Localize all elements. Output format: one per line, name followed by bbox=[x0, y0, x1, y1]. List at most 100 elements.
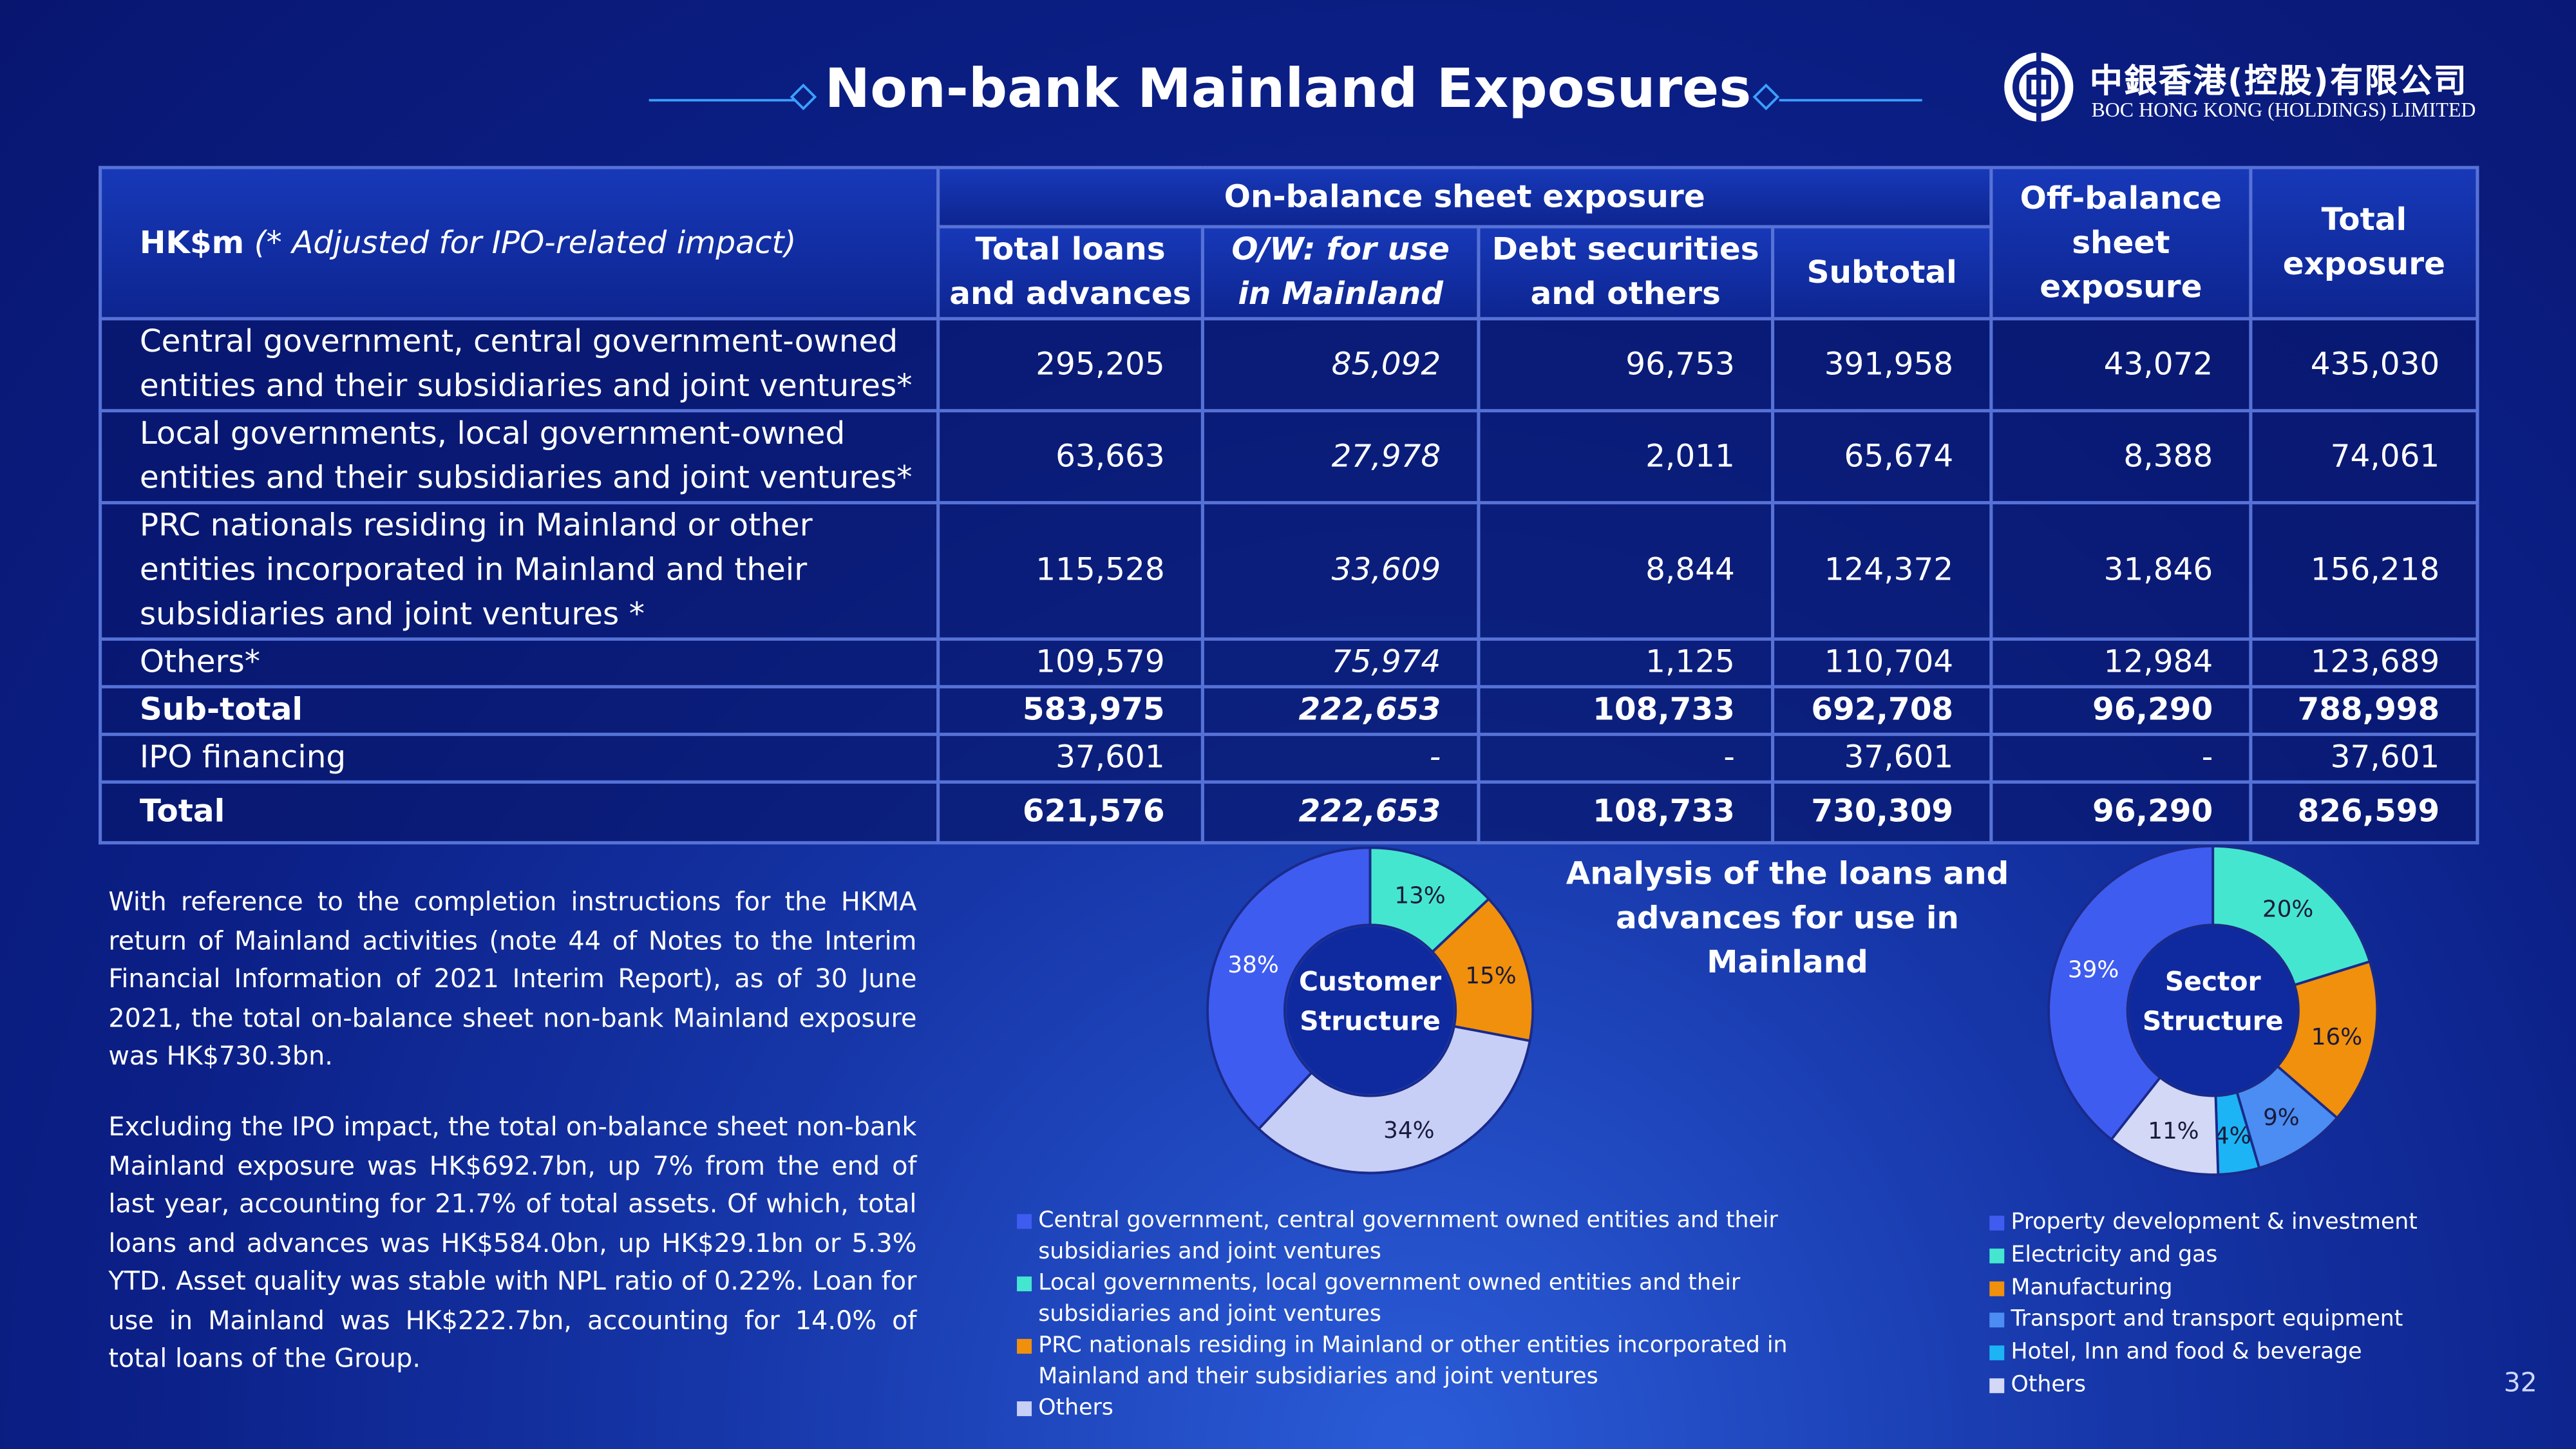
paragraph: Excluding the IPO impact, the total on-b… bbox=[108, 1112, 917, 1374]
legend-label: Others bbox=[2011, 1372, 2086, 1398]
row-label: Total bbox=[99, 780, 940, 845]
legend-item: Transport and transport equipment bbox=[1989, 1305, 2515, 1338]
slice-label: 15% bbox=[1465, 963, 1516, 989]
table-cell: 123,689 bbox=[2249, 637, 2479, 688]
table-cell: 788,998 bbox=[2249, 685, 2479, 736]
table-cell: 31,846 bbox=[1989, 501, 2253, 641]
table-cell: 108,733 bbox=[1477, 780, 1775, 845]
header-row: Total loans and advances O/W: for use in … bbox=[100, 225, 2477, 321]
header-cell: O/W: for use in Mainland bbox=[1200, 225, 1481, 321]
donut-slice bbox=[1206, 846, 1372, 1131]
table-cell: 75,974 bbox=[1200, 637, 1481, 688]
decor-diamond bbox=[1752, 83, 1780, 111]
table-cell: 109,579 bbox=[936, 637, 1204, 688]
table-row: IPO financing 37,601- -37,601-37,601 bbox=[99, 732, 2479, 784]
donut-slice bbox=[2211, 844, 2372, 987]
legend-swatch bbox=[1989, 1378, 2005, 1394]
legend-item: Others bbox=[1017, 1393, 1789, 1424]
table-cell: 63,663 bbox=[936, 409, 1204, 505]
legend-label: Local governments, local government owne… bbox=[1038, 1269, 1741, 1328]
table-row: Total 621,576 222,653 108,733 730,309 96,290 8… bbox=[99, 780, 2479, 845]
decor-diamond bbox=[790, 83, 817, 111]
donut-hole bbox=[1286, 926, 1454, 1094]
legend-item: Electricity and gas bbox=[1989, 1240, 2515, 1273]
legend-swatch bbox=[1017, 1401, 1032, 1416]
table-cell: 110,704 bbox=[1771, 637, 1993, 688]
legend-label: Central government, central government o… bbox=[1038, 1208, 1778, 1265]
table-cell: 85,092 bbox=[1200, 317, 1481, 413]
table-cell: 96,753 bbox=[1477, 317, 1775, 413]
table-row: PRC nationals residing in Mainland or ot… bbox=[99, 501, 2479, 641]
slice-label: 38% bbox=[1227, 952, 1278, 978]
donut-slice bbox=[2275, 960, 2379, 1120]
donut-title-line: Sector bbox=[2165, 966, 2261, 997]
table-cell: - bbox=[1477, 732, 1775, 784]
legend-label: Others bbox=[1038, 1394, 1113, 1421]
table-cell: 8,844 bbox=[1477, 501, 1775, 641]
table-cell: 826,599 bbox=[2249, 780, 2479, 845]
table-row: Central government, central government-o… bbox=[99, 317, 2479, 413]
legend-label: PRC nationals residing in Mainland or ot… bbox=[1038, 1332, 1788, 1390]
header-row: HK$m (* Adjusted for IPO-related impact)… bbox=[99, 166, 2479, 321]
header-cell: Total exposure bbox=[2249, 166, 2479, 321]
group-header: On-balance sheet exposure bbox=[936, 166, 1993, 229]
legend-label: Property development & investment bbox=[2011, 1209, 2418, 1236]
donut-slice bbox=[2047, 844, 2215, 1142]
legend-item: Manufacturing bbox=[1989, 1273, 2515, 1305]
table-cell: 33,609 bbox=[1200, 501, 1481, 641]
legend-swatch bbox=[1017, 1214, 1032, 1229]
legend-swatch bbox=[1989, 1215, 2005, 1231]
header-cell: HK$m (* Adjusted for IPO-related impact) bbox=[99, 166, 940, 321]
paragraph: With reference to the completion instruc… bbox=[108, 887, 917, 1072]
legend-item: Hotel, Inn and food & beverage bbox=[1989, 1338, 2515, 1370]
row-label: Sub-total bbox=[99, 685, 940, 736]
legend-item: Others bbox=[1989, 1370, 2515, 1403]
unit: HK$m bbox=[139, 224, 245, 261]
legend-label: Transport and transport equipment bbox=[2011, 1307, 2403, 1333]
table-cell: 391,958 bbox=[1771, 317, 1993, 413]
table-cell: 583,975 bbox=[936, 685, 1204, 736]
legend-item: Local governments, local government owne… bbox=[1017, 1268, 1789, 1331]
donut-title: Sector Structure bbox=[2143, 966, 2284, 1036]
chart-heading: Analysis of the loans and advances for u… bbox=[1566, 856, 2009, 981]
legend-swatch bbox=[1989, 1280, 2005, 1296]
donut-slice bbox=[2109, 1075, 2220, 1176]
slice-label: 20% bbox=[2262, 896, 2313, 922]
legend-label: Manufacturing bbox=[2011, 1274, 2173, 1301]
donut-title: Customer Structure bbox=[1299, 966, 1441, 1036]
row-label: IPO financing bbox=[99, 732, 940, 784]
table-cell: 435,030 bbox=[2249, 317, 2479, 413]
donut-title-line: Customer bbox=[1299, 966, 1441, 997]
header-cell: Off-balance sheet exposure bbox=[1989, 166, 2253, 321]
table-cell: 222,653 bbox=[1200, 780, 1481, 845]
slide-title: Non-bank Mainland Exposures bbox=[824, 55, 1752, 120]
table-cell: 124,372 bbox=[1771, 501, 1993, 641]
legend: Central government, central government o… bbox=[1017, 1206, 1789, 1424]
logo-chinese: 中銀香港(控股)有限公司 bbox=[2089, 61, 2468, 100]
table-cell: 96,290 bbox=[1989, 685, 2253, 736]
table-cell: 156,218 bbox=[2249, 501, 2479, 641]
table-cell: 2,011 bbox=[1477, 409, 1775, 505]
legend-swatch bbox=[1017, 1339, 1032, 1354]
table-row: Sub-total 583,975 222,653 108,733 692,708 96,… bbox=[99, 685, 2479, 736]
table-cell: 37,601 bbox=[936, 732, 1204, 784]
row-label: Local governments, local government-owne… bbox=[99, 409, 940, 505]
slice-label: 16% bbox=[2311, 1024, 2362, 1050]
table-cell: - bbox=[1989, 732, 2253, 784]
donut-slice bbox=[1256, 1025, 1531, 1175]
donut-title-line: Structure bbox=[2143, 1005, 2284, 1036]
page-number: 32 bbox=[2503, 1367, 2537, 1398]
table-cell: 1,125 bbox=[1477, 637, 1775, 688]
slice-label: 39% bbox=[2068, 956, 2119, 983]
row-label: Others* bbox=[99, 637, 940, 688]
legend-item: Central government, central government o… bbox=[1017, 1206, 1789, 1268]
table-cell: 621,576 bbox=[936, 780, 1204, 845]
table-cell: 65,674 bbox=[1771, 409, 1993, 505]
legend-swatch bbox=[1989, 1345, 2005, 1361]
legend-item: PRC nationals residing in Mainland or ot… bbox=[1017, 1331, 1789, 1393]
table-cell: 37,601 bbox=[2249, 732, 2479, 784]
donut-hole bbox=[2129, 926, 2297, 1094]
